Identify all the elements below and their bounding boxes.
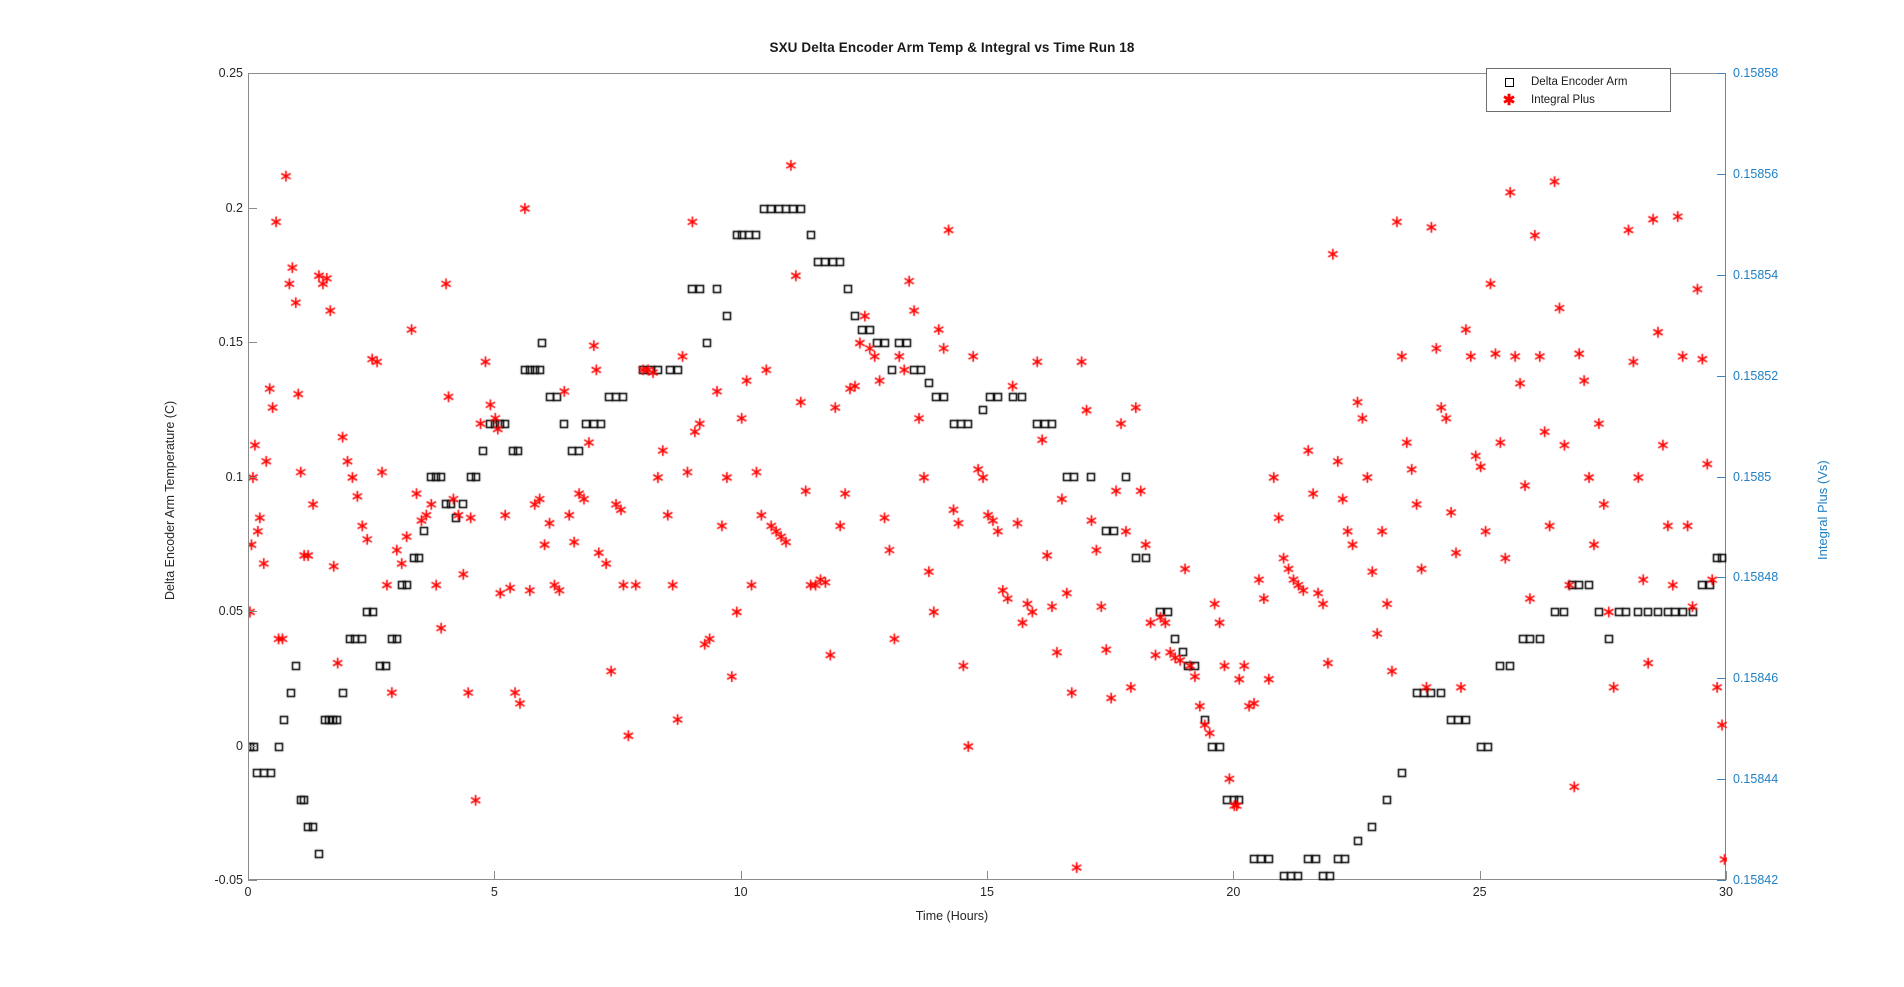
y-tick <box>248 611 257 612</box>
legend-label: Integral Plus <box>1531 94 1595 106</box>
y2-tick-label: 0.15856 <box>1733 166 1779 181</box>
y-tick <box>248 207 257 209</box>
y-tick <box>248 73 257 74</box>
x-tick-label: 30 <box>1719 885 1733 899</box>
x-tick-label: 5 <box>490 885 498 899</box>
y2-tick-label: 0.15854 <box>1733 267 1779 282</box>
square-open-icon <box>1487 77 1531 87</box>
page-title: SXU Delta Encoder Arm Temp & Integral vs… <box>769 40 1135 55</box>
y-tick-label: 0.15 <box>218 335 243 349</box>
y2-tick-label: 0.15848 <box>1733 570 1779 585</box>
y2-tick <box>1717 880 1726 881</box>
y2-tick-label: 0.1585 <box>1733 469 1772 484</box>
y2-tick <box>1717 577 1726 579</box>
y-tick-label: 0.05 <box>218 604 243 618</box>
x-axis-label: Time (Hours) <box>915 909 989 923</box>
y2-tick-label: 0.15852 <box>1733 368 1779 383</box>
y-tick <box>248 476 257 478</box>
chart-legend: Delta Encoder Arm ✱ Integral Plus <box>1486 68 1671 112</box>
x-tick <box>740 871 742 880</box>
y2-tick-label: 0.15846 <box>1733 671 1779 686</box>
x-tick <box>987 871 988 880</box>
legend-item-delta-encoder-arm[interactable]: Delta Encoder Arm <box>1487 73 1670 91</box>
y-tick-label: 0.1 <box>225 469 243 484</box>
y2-tick <box>1717 274 1726 276</box>
legend-label: Delta Encoder Arm <box>1531 76 1628 88</box>
x-tick <box>1479 871 1481 880</box>
y2-tick <box>1717 678 1726 680</box>
x-tick <box>494 871 496 880</box>
y-axis-label: Delta Encoder Arm Temperature (C) <box>163 400 177 600</box>
y2-tick <box>1717 779 1726 781</box>
scatter-canvas <box>249 74 1727 881</box>
y2-tick-label: 0.15844 <box>1733 772 1779 787</box>
x-tick <box>1233 871 1235 880</box>
y2-tick <box>1717 476 1726 478</box>
asterisk-icon: ✱ <box>1502 91 1516 109</box>
y2-tick <box>1717 73 1726 74</box>
y-tick-label: 0.2 <box>225 200 243 215</box>
x-tick-label: 10 <box>733 885 748 899</box>
y2-tick-label: 0.15858 <box>1733 66 1779 80</box>
x-tick <box>248 871 249 880</box>
x-tick-label: 0 <box>244 885 252 899</box>
y-tick <box>248 342 257 343</box>
x-tick <box>1726 871 1727 880</box>
x-tick-label: 20 <box>1226 885 1241 899</box>
x-tick-label: 15 <box>980 885 994 899</box>
y-tick-label: 0.25 <box>218 66 243 80</box>
y2-tick <box>1717 375 1726 377</box>
y2-axis-label: Integral Plus (Vs) <box>1815 460 1830 560</box>
x-tick-label: 25 <box>1472 885 1487 899</box>
legend-item-integral-plus[interactable]: ✱ Integral Plus <box>1487 91 1670 109</box>
y-tick <box>248 880 257 881</box>
y-tick-label: 0 <box>236 738 243 753</box>
y2-tick-label: 0.15842 <box>1733 873 1779 887</box>
y2-tick <box>1717 173 1726 175</box>
plot-area <box>248 73 1727 881</box>
y-tick <box>248 745 257 747</box>
y-tick-label: -0.05 <box>214 873 244 887</box>
